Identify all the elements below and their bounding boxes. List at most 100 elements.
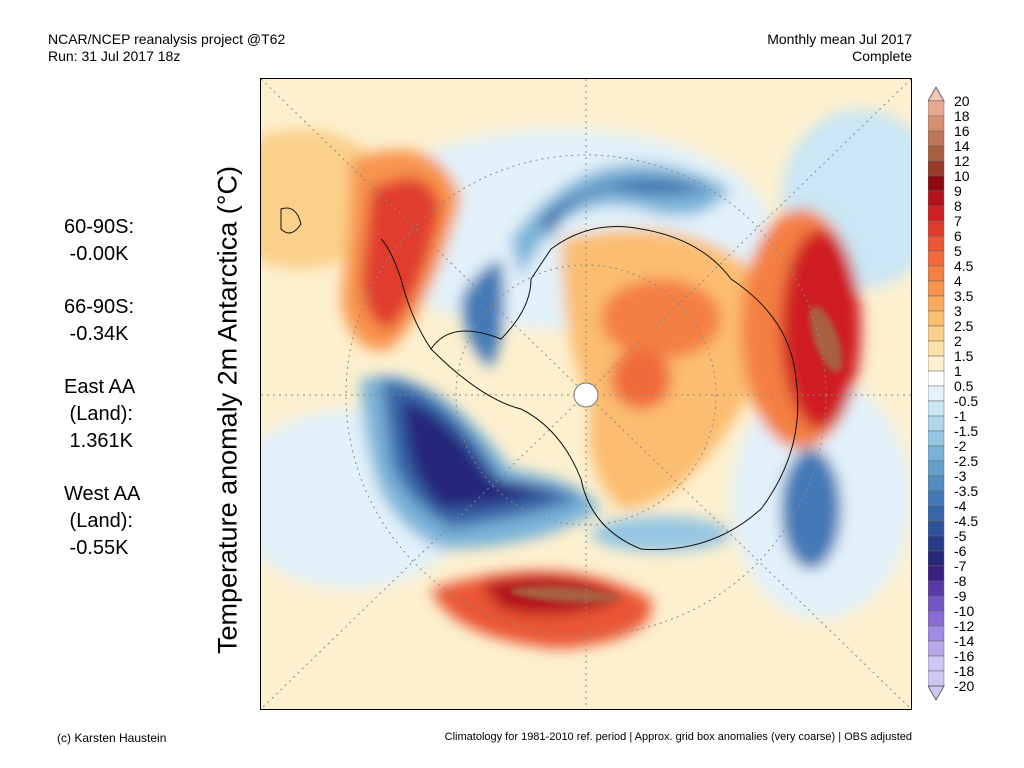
colorbar-svg	[927, 85, 945, 702]
colorbar-tick-label: -1.5	[954, 423, 979, 439]
colorbar-tick-label: -10	[954, 603, 975, 619]
colorbar-box	[927, 205, 945, 222]
colorbar-box	[927, 550, 945, 567]
meridian-line	[261, 79, 911, 709]
colorbar-box	[927, 190, 945, 207]
stat-region-label: East AA	[64, 376, 136, 398]
colorbar-box	[927, 565, 945, 582]
colorbar-tick-label: 18	[954, 108, 970, 124]
period-title: Monthly mean Jul 2017	[767, 31, 912, 47]
cold-anomaly-region	[461, 259, 505, 369]
colorbar-tick-label: -6	[954, 543, 967, 559]
stat-region-label: 66-90S:	[64, 296, 135, 318]
cold-anomaly-region	[401, 399, 561, 509]
warm-anomaly-core	[809, 305, 843, 373]
colorbar-box	[927, 175, 945, 192]
cold-anomaly-region	[541, 179, 711, 239]
colorbar-box	[927, 295, 945, 312]
antarctic-peninsula	[380, 238, 432, 350]
stat-region-sublabel: (Land):	[64, 510, 133, 532]
colorbar-box	[927, 610, 945, 627]
colorbar-tick-label: -4	[954, 498, 967, 514]
warm-anomaly-core	[511, 585, 626, 603]
colorbar-tick-label: -12	[954, 618, 975, 634]
colorbar-box	[927, 430, 945, 447]
colorbar-tick-label: 9	[954, 183, 962, 199]
colorbar-box	[927, 340, 945, 357]
run-info: Run: 31 Jul 2017 18z	[48, 48, 181, 64]
stat-region-sublabel: (Land):	[64, 403, 133, 425]
warm-anomaly-region	[601, 279, 721, 359]
header-right: Monthly mean Jul 2017 Complete	[767, 31, 912, 65]
anomaly-cores	[511, 305, 843, 603]
warm-anomaly-region	[361, 177, 441, 329]
colorbar-box	[927, 130, 945, 147]
south-pole-marker	[573, 382, 599, 408]
colorbar-tick-label: -1	[954, 408, 967, 424]
colorbar-box	[927, 100, 945, 117]
colorbar-tick-label: -20	[954, 678, 975, 694]
colorbar-tick-label: -4.5	[954, 513, 979, 529]
colorbar-box	[927, 535, 945, 552]
stat-west-aa: West AA (Land): -0.55K	[64, 481, 140, 562]
colorbar-tick-label: 3	[954, 303, 962, 319]
colorbar-tick-label: 7	[954, 213, 962, 229]
colorbar-tick-label: 14	[954, 138, 970, 154]
colorbar-tick-label: 3.5	[954, 288, 974, 304]
colorbar-box	[927, 475, 945, 492]
colorbar	[927, 85, 954, 704]
colorbar-box	[927, 220, 945, 237]
colorbar-box	[927, 670, 945, 687]
stat-value: -0.34K	[64, 323, 129, 345]
colorbar-tick-label: 16	[954, 123, 970, 139]
cold-anomaly-region	[591, 516, 731, 552]
colorbar-box	[927, 160, 945, 177]
colorbar-box	[927, 325, 945, 342]
colorbar-box	[927, 595, 945, 612]
stat-east-aa: East AA (Land): 1.361K	[64, 374, 140, 455]
stat-66-90s: 66-90S: -0.34K	[64, 294, 140, 348]
colorbar-tick-label: -9	[954, 588, 967, 604]
model-title: NCAR/NCEP reanalysis project @T62	[48, 31, 286, 47]
colorbar-box	[927, 520, 945, 537]
colorbar-box	[927, 235, 945, 252]
anomaly-contours	[261, 109, 911, 649]
colorbar-box	[927, 115, 945, 132]
colorbar-tick-label: 6	[954, 228, 962, 244]
stat-value: -0.00K	[64, 243, 129, 265]
colorbar-tick-label: -8	[954, 573, 967, 589]
colorbar-tick-label: -5	[954, 528, 967, 544]
colorbar-box	[927, 445, 945, 462]
colorbar-bottom-arrow	[927, 685, 945, 702]
antarctica-coastline	[430, 226, 799, 550]
colorbar-tick-label: 4	[954, 273, 962, 289]
polar-stereographic-map	[260, 78, 912, 710]
colorbar-tick-label: -18	[954, 663, 975, 679]
colorbar-box	[927, 145, 945, 162]
colorbar-tick-label: 4.5	[954, 258, 974, 274]
header-left: NCAR/NCEP reanalysis project @T62 Run: 3…	[48, 31, 285, 65]
colorbar-tick-label: 2	[954, 333, 962, 349]
completeness-status: Complete	[852, 48, 912, 64]
colorbar-tick-label: 0.5	[954, 378, 974, 394]
regional-stats: 60-90S: -0.00K 66-90S: -0.34K East AA (L…	[64, 214, 140, 588]
colorbar-box	[927, 370, 945, 387]
stat-value: -0.55K	[64, 537, 129, 559]
methodology-note: Climatology for 1981-2010 ref. period | …	[444, 731, 912, 743]
meridian-line	[261, 79, 911, 709]
colorbar-tick-label: -7	[954, 558, 967, 574]
colorbar-box	[927, 250, 945, 267]
stat-region-label: 60-90S:	[64, 216, 135, 238]
colorbar-tick-label: 2.5	[954, 318, 974, 334]
colorbar-box	[927, 415, 945, 432]
stat-region-label: West AA	[64, 483, 141, 505]
stat-value: 1.361K	[64, 430, 133, 452]
colorbar-box	[927, 280, 945, 297]
colorbar-box	[927, 505, 945, 522]
stat-60-90s: 60-90S: -0.00K	[64, 214, 140, 268]
colorbar-box	[927, 640, 945, 657]
credit-text: (c) Karsten Haustein	[57, 731, 167, 745]
colorbar-tick-label: -16	[954, 648, 975, 664]
colorbar-tick-label: -3	[954, 468, 967, 484]
warm-anomaly-region	[611, 349, 671, 409]
